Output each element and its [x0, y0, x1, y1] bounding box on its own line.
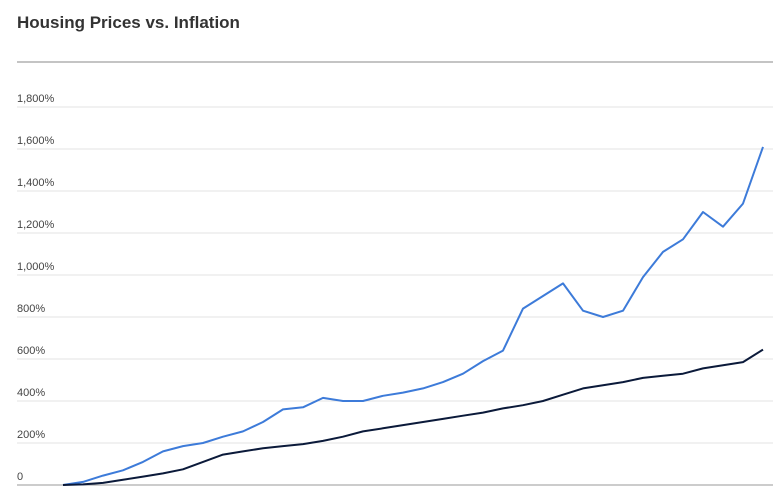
y-tick-label: 1,800% — [17, 93, 55, 105]
y-tick-label: 400% — [17, 387, 45, 399]
series-line — [62, 348, 764, 486]
y-tick-label: 1,600% — [17, 135, 55, 147]
y-tick-label: 1,400% — [17, 177, 55, 189]
chart-title: Housing Prices vs. Inflation — [17, 13, 240, 32]
y-tick-label: 0 — [17, 471, 23, 483]
y-tick-label: 800% — [17, 303, 45, 315]
y-tick-label: 1,000% — [17, 261, 55, 273]
y-tick-label: 1,200% — [17, 219, 55, 231]
series-line — [62, 146, 764, 486]
y-tick-label: 200% — [17, 429, 45, 441]
y-tick-label: 600% — [17, 345, 45, 357]
